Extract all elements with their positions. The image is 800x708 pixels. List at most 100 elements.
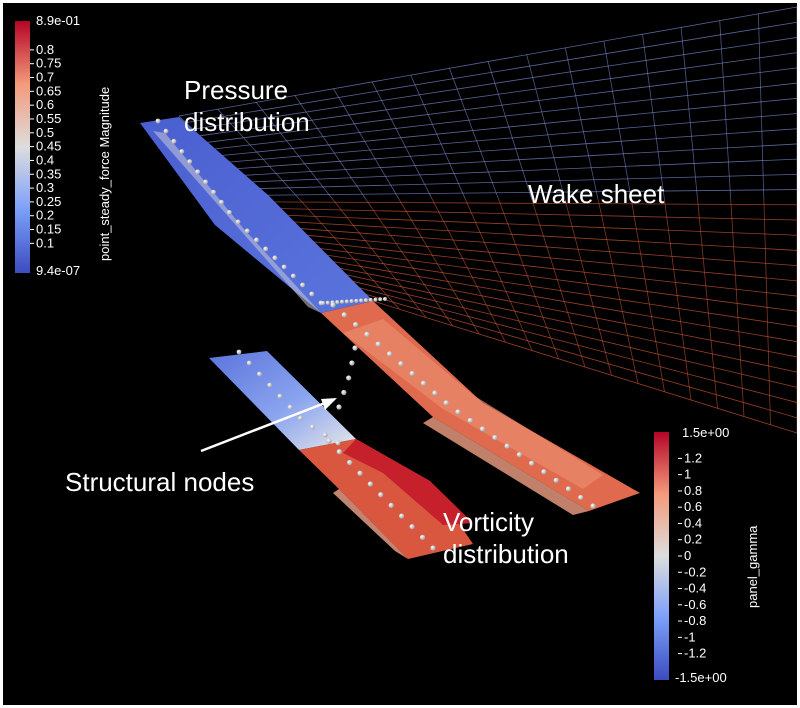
structural-node (383, 297, 387, 301)
force-colorbar[interactable]: 8.9e-01 9.4e-07 0.80.750.70.650.60.550.5… (15, 13, 112, 278)
structural-node (347, 459, 353, 466)
wake-grid-line (630, 198, 665, 392)
lower-wing-surface (209, 351, 473, 559)
wake-grid-line (680, 27, 698, 199)
structural-node (399, 513, 405, 519)
colorbar-tick-label: 0.55 (36, 111, 61, 126)
wake-grid-line (449, 68, 499, 200)
gamma-colorbar-max-label: 1.5e+00 (682, 425, 729, 440)
wake-grid-line (464, 198, 533, 351)
colorbar-tick-label: 0.4 (36, 152, 54, 167)
structural-node (363, 298, 368, 303)
structural-node (357, 470, 363, 476)
wake-grid-line (597, 198, 639, 384)
structural-nodes (155, 118, 596, 551)
structural-node (419, 534, 426, 540)
wake-grid-line (294, 95, 367, 200)
colorbar-tick-label: 0.2 (684, 532, 702, 547)
structural-node (529, 460, 535, 466)
render-viewport[interactable]: Pressure distribution Wake sheet Structu… (3, 3, 797, 705)
gamma-colorbar-min-label: -1.5e+00 (675, 670, 727, 685)
structural-node (409, 524, 415, 530)
colorbar-tick-label: 0.7 (36, 70, 54, 85)
structural-node (195, 169, 201, 175)
structural-node (373, 297, 378, 302)
structural-node (203, 179, 209, 185)
structural-node (353, 321, 359, 328)
3d-scene[interactable]: Pressure distribution Wake sheet Structu… (3, 3, 797, 705)
wake-grid-line (564, 47, 599, 199)
colorbar-tick-label: -0.2 (684, 564, 706, 579)
structural-node (346, 375, 352, 381)
structural-node (236, 349, 242, 355)
wake-grid-line (526, 54, 566, 200)
colorbar-tick-label: 0.6 (684, 499, 702, 514)
colorbar-tick-label: 0.15 (36, 222, 61, 237)
structural-node (335, 440, 341, 446)
structural-node (325, 300, 330, 305)
force-colorbar-ramp (15, 21, 30, 273)
structural-node (375, 341, 381, 347)
structural-node (179, 149, 185, 154)
structural-node (388, 502, 394, 509)
structural-node (354, 298, 359, 303)
structural-node (277, 393, 283, 399)
structural-node (326, 438, 332, 444)
structural-node (171, 138, 177, 144)
structural-node (300, 282, 305, 288)
structural-node (263, 246, 269, 252)
colorbar-tick-label: 0.2 (36, 208, 54, 223)
gamma-colorbar-title: panel_gamma (745, 525, 760, 608)
wake-grid-line (642, 34, 665, 199)
structural-node (368, 297, 373, 302)
gamma-colorbar-ramp (654, 432, 669, 680)
structural-node (163, 128, 169, 134)
wake-grid-line (333, 88, 400, 200)
structural-node (227, 210, 232, 215)
lower-wing-tip-panel (209, 351, 356, 450)
structural-node (336, 404, 342, 410)
colorbar-tick-label: -0.4 (684, 581, 706, 596)
colorbar-tick-label: 0.25 (36, 194, 61, 209)
wake-grid-line (719, 20, 732, 199)
structural-node (492, 434, 498, 441)
structural-node (254, 237, 259, 243)
structural-node (565, 486, 572, 492)
structural-node (246, 360, 252, 366)
gamma-colorbar[interactable]: 1.5e+00 -1.5e+00 1.2 10.80.60.4 0.20-0.2 -0… (654, 425, 760, 685)
wake-grid-line (332, 198, 427, 318)
structural-nodes-label: Structural nodes (65, 467, 254, 497)
wake-grid-line (730, 198, 745, 417)
structural-node (309, 291, 315, 297)
structural-node (467, 417, 473, 424)
structural-node (349, 299, 354, 304)
wake-grid-line (531, 198, 586, 368)
colorbar-tick-label: 0.4 (684, 515, 702, 530)
colorbar-tick-label: -0.8 (684, 613, 706, 628)
structural-node (541, 469, 547, 475)
structural-node (281, 264, 287, 270)
colorbar-tick-label: 0.5 (36, 125, 54, 140)
wake-grid-line (603, 40, 632, 199)
colorbar-tick-label: 0.45 (36, 139, 61, 154)
structural-node (479, 426, 486, 432)
wake-grid-line (763, 198, 771, 425)
structural-node (298, 415, 303, 421)
structural-node (322, 432, 328, 438)
structural-node (378, 492, 384, 498)
wake-grid-line (371, 81, 433, 200)
colorbar-tick-label: 0.75 (36, 56, 61, 71)
wake-grid-line (697, 198, 718, 409)
structural-node (272, 255, 278, 261)
structural-node (257, 371, 262, 377)
wake-grid-line (431, 198, 506, 343)
force-colorbar-max-label: 8.9e-01 (36, 13, 80, 28)
structural-node (352, 345, 358, 351)
structural-node (398, 361, 404, 367)
colorbar-tick-label: 0.6 (36, 97, 54, 112)
upper-wing-surface (140, 117, 640, 515)
structural-node (432, 390, 438, 396)
structural-node (287, 404, 293, 410)
structural-node (590, 503, 596, 509)
structural-node (219, 199, 224, 205)
